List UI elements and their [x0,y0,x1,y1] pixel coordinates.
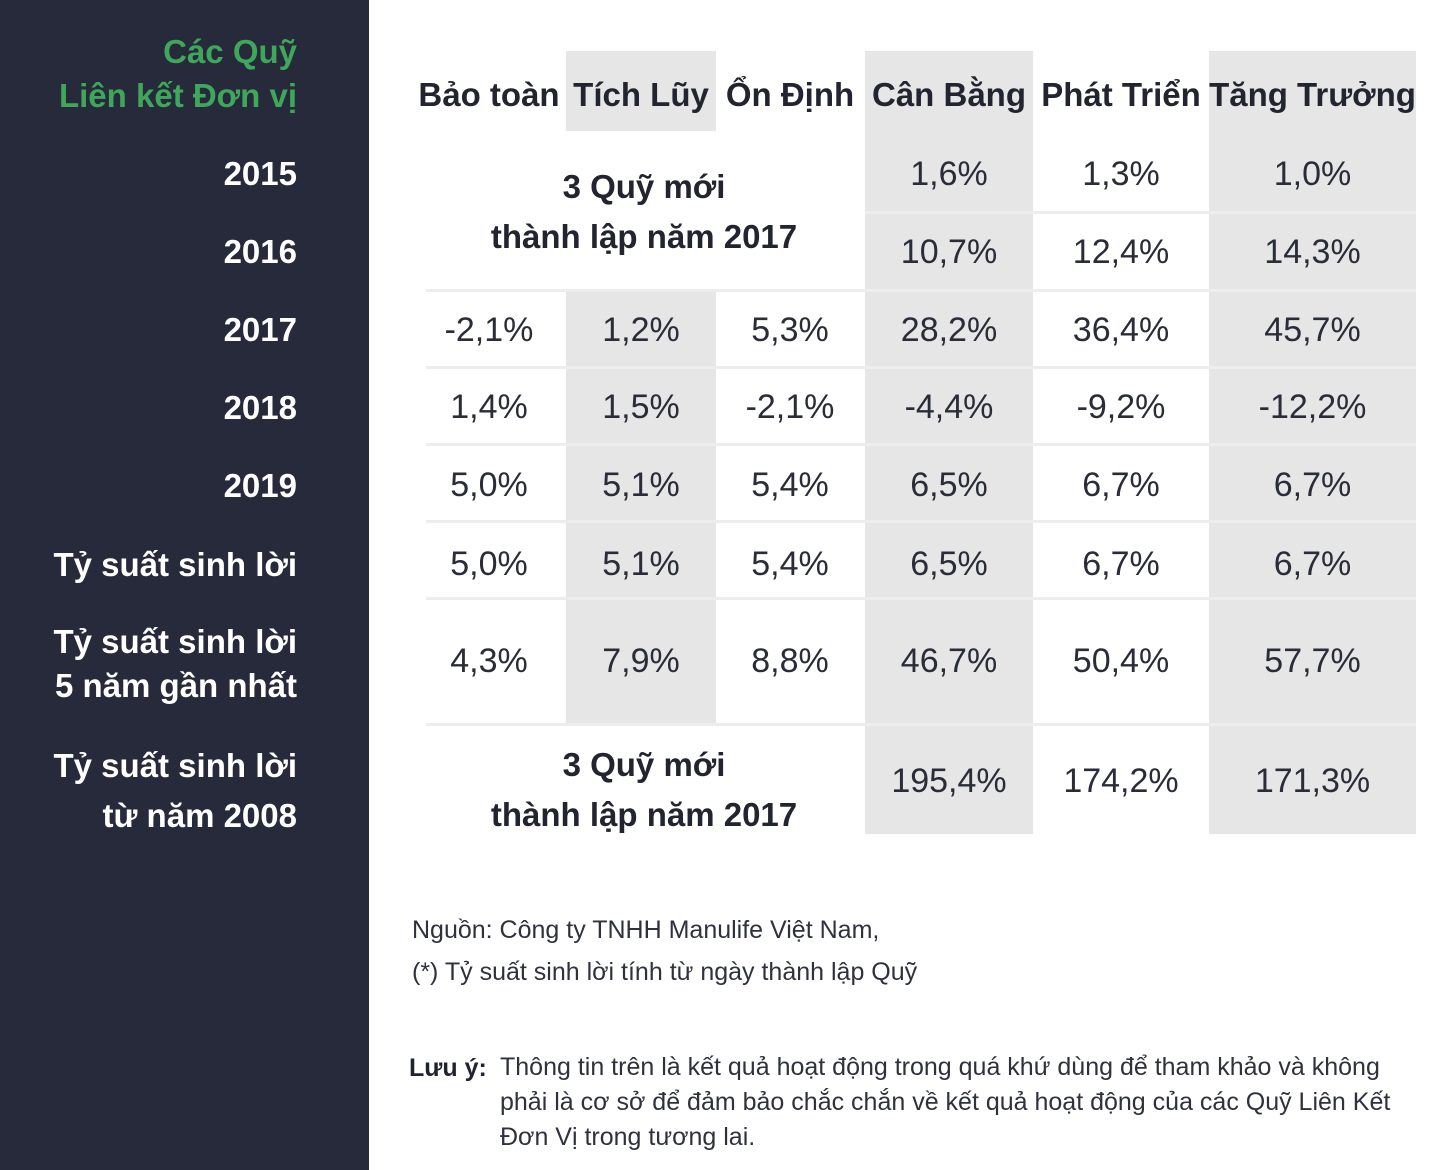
table-cell: 4,3% [450,642,528,680]
sidebar-title-line2: Liên kết Đơn vị [58,77,297,114]
row-label-2015: 2015 [223,155,297,192]
new-funds-note-line2: thành lập năm 2017 [490,218,798,255]
table-cell: 1,4% [450,388,528,426]
table-cell: 1,6% [910,155,988,193]
table-cell: 12,4% [1072,233,1170,271]
disclaimer-text: Thông tin trên là kết quả hoạt động tron… [500,1050,1400,1155]
table-cell: 10,7% [900,233,998,271]
header-tich-luy: Tích Lũy [573,76,709,113]
disclaimer-line3: Đơn Vị trong tương lai. [500,1123,756,1151]
table-cell: 50,4% [1072,642,1170,680]
table-cell: 5,3% [751,311,829,349]
row-label-2018: 2018 [223,389,297,426]
new-funds-note-top: 3 Quỹ mới thành lập năm 2017 [426,162,862,262]
table-cell: -4,4% [904,388,994,426]
sidebar-title-line1: Các Quỹ [163,33,297,70]
row-divider [426,443,1416,446]
table-cell: 57,7% [1264,642,1361,680]
table-cell: 6,7% [1273,466,1352,504]
table-cell: 5,4% [751,466,829,504]
sidebar-title: Các Quỹ Liên kết Đơn vị [59,30,297,118]
header-on-dinh: Ổn Định [725,76,855,113]
table-cell: 6,5% [910,545,988,583]
disclaimer-line2: phải là cơ sở để đảm bảo chắc chắn về kế… [500,1088,1391,1116]
table-cell: 1,0% [1273,155,1352,193]
row-label-2019: 2019 [223,467,297,504]
table-cell: 5,1% [602,466,680,504]
new-funds-note-line2: thành lập năm 2017 [490,796,798,833]
table-cell: 195,4% [891,761,1007,800]
table-cell: 6,7% [1082,545,1160,583]
new-funds-note-line1: 3 Quỹ mới [562,168,726,205]
row-label-since-2008-line2: từ năm 2008 [102,797,298,834]
row-divider [426,289,1416,292]
row-divider [426,723,1416,726]
table-cell: 5,1% [602,545,680,583]
table-cell: 1,3% [1082,155,1160,193]
new-funds-note-line1: 3 Quỹ mới [562,746,726,783]
row-label-since-2008: Tỷ suất sinh lời từ năm 2008 [53,741,297,841]
row-label-return-5y-line1: Tỷ suất sinh lời [53,623,297,660]
table-cell: 7,9% [602,642,680,680]
table-cell: 174,2% [1063,761,1179,800]
header-bao-toan: Bảo toàn [418,76,560,113]
header-phat-trien: Phát Triển [1041,76,1201,113]
source-note: Nguồn: Công ty TNHH Manulife Việt Nam, [412,916,880,944]
table-cell: 5,4% [751,545,829,583]
table-cell: 45,7% [1264,311,1361,349]
table-cell: 5,0% [450,466,528,504]
table-cell: 1,5% [602,388,680,426]
table-cell: 46,7% [900,642,998,680]
row-divider [426,597,1416,600]
table-cell: 6,7% [1273,545,1352,583]
table-cell: 6,5% [910,466,988,504]
table-cell: 5,0% [450,545,528,583]
row-label-since-2008-line1: Tỷ suất sinh lời [53,747,297,784]
header-tang-truong: Tăng Trưởng [1209,76,1416,113]
disclaimer-line1: Thông tin trên là kết quả hoạt động tron… [500,1053,1380,1081]
new-funds-note-bottom: 3 Quỹ mới thành lập năm 2017 [426,740,862,840]
table-cell: 8,8% [751,642,829,680]
shade-header-tich-luy [566,51,716,131]
table-cell: 36,4% [1072,311,1170,349]
header-can-bang: Cân Bằng [871,76,1026,113]
table-cell: 14,3% [1264,233,1361,271]
row-divider [865,211,1416,214]
table-cell: -12,2% [1258,388,1367,426]
row-label-2016: 2016 [223,233,297,270]
row-divider [426,520,1416,523]
shade-col-tich-luy [566,291,716,724]
row-divider [426,366,1416,369]
asterisk-note: (*) Tỷ suất sinh lời tính từ ngày thành … [412,958,918,986]
table-cell: -2,1% [444,311,534,349]
row-label-2017: 2017 [223,311,297,348]
row-label-return-5y: Tỷ suất sinh lời 5 năm gần nhất [53,620,297,708]
note-label: Lưu ý: [409,1054,487,1082]
sidebar: Các Quỹ Liên kết Đơn vị 2015 2016 2017 2… [0,0,369,1170]
table-cell: -9,2% [1076,388,1166,426]
shade-col-tang-truong [1209,51,1416,834]
shade-col-can-bang [865,51,1033,834]
table-cell: -2,1% [745,388,835,426]
table-cell: 171,3% [1254,761,1371,800]
row-label-return-5y-line2: 5 năm gần nhất [54,667,297,704]
row-label-return: Tỷ suất sinh lời [53,546,297,583]
table-cell: 1,2% [602,311,680,349]
table-cell: 28,2% [900,311,998,349]
table-cell: 6,7% [1082,466,1160,504]
